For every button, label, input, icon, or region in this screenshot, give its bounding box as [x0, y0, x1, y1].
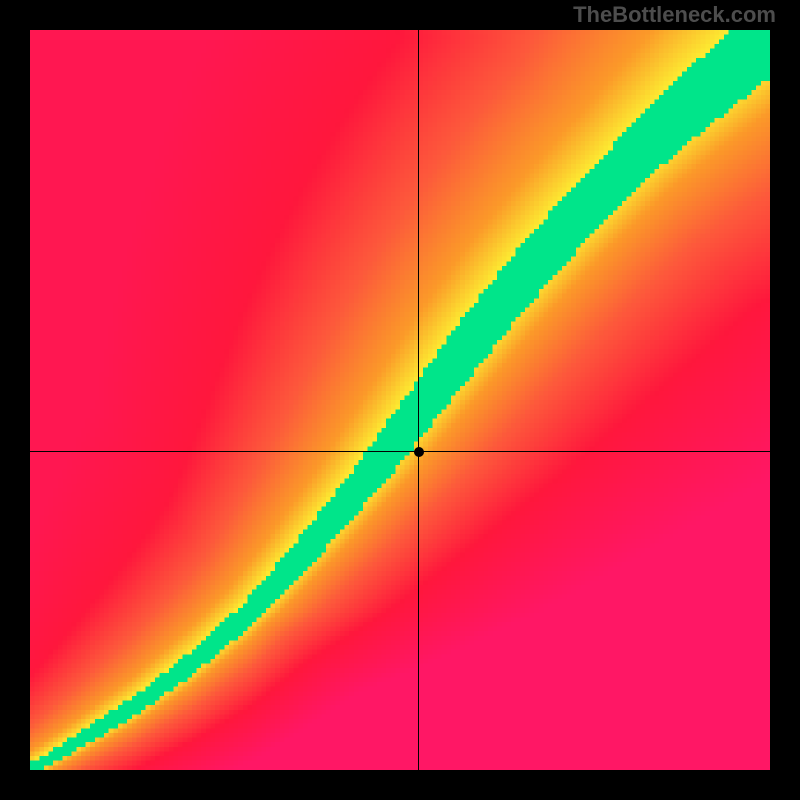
crosshair-vertical: [418, 30, 419, 770]
chart-container: TheBottleneck.com: [0, 0, 800, 800]
bottleneck-heatmap: [30, 30, 770, 770]
watermark-text: TheBottleneck.com: [573, 2, 776, 28]
crosshair-horizontal: [30, 451, 770, 452]
data-point-marker: [414, 447, 424, 457]
